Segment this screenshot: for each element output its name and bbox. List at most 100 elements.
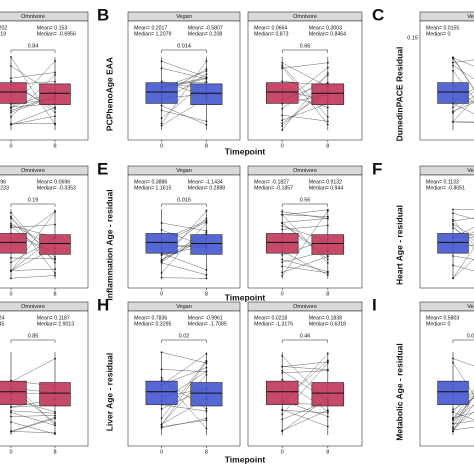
pair-line (452, 103, 474, 114)
p-value: 0.19 (28, 197, 39, 203)
pair-line (452, 121, 474, 123)
stat-median: Median= 1.1615 (134, 185, 171, 191)
p-value: 0.0037 (467, 333, 474, 339)
stat-median: Median= -1.7085 (188, 321, 227, 327)
x-tick-label: 0 (281, 291, 284, 297)
strip-label: Vegan (176, 14, 192, 20)
p-value: 0.46 (300, 333, 311, 339)
box (39, 382, 71, 407)
panel-letter: B (97, 5, 109, 24)
stat-mean: Mean= 0.1133 (426, 179, 459, 185)
stat-mean: Mean= 0.7836 (134, 315, 167, 321)
pair-line (10, 268, 56, 271)
strip (419, 301, 474, 312)
stat-median: Median= 0.3295 (134, 321, 171, 327)
stat-median: Median= 0.8464 (309, 31, 346, 37)
p-bracket (161, 203, 207, 207)
pair-line (282, 214, 328, 217)
pair-line (282, 62, 328, 69)
box (145, 233, 178, 254)
pair-line (282, 409, 328, 431)
p-bracket (10, 339, 56, 343)
pair-line (10, 415, 56, 417)
pair-line (282, 266, 328, 274)
box (311, 382, 345, 407)
pair-line (161, 353, 207, 386)
plot-area (247, 20, 363, 141)
box (437, 380, 469, 405)
pair-line (282, 218, 328, 223)
stat-median: Median= 0.873 (254, 31, 289, 37)
stat-median: Median= -0.8051 (426, 185, 465, 191)
box (145, 82, 178, 104)
pair-line (452, 98, 474, 122)
pair-line (282, 256, 328, 273)
x-axis-label: Timepoint (225, 292, 266, 302)
pair-line (452, 57, 474, 67)
pair-line (10, 410, 56, 414)
box (190, 83, 223, 105)
pair-line (282, 103, 328, 121)
p-bracket (281, 203, 329, 207)
stat-mean: Mean= 0.0218 (254, 315, 287, 321)
pair-line (452, 427, 474, 431)
pair-line (10, 224, 56, 228)
pair-line (282, 361, 328, 367)
pair-line (452, 219, 474, 246)
pair-line (10, 115, 56, 125)
x-tick-label: 8 (205, 291, 208, 297)
pair-line (452, 393, 474, 428)
pair-line (282, 65, 328, 118)
p-value: 0.014 (177, 43, 191, 49)
box (190, 234, 223, 255)
pair-line (10, 431, 56, 434)
plot-area (247, 174, 363, 289)
pair-line (161, 60, 207, 124)
stat-median: Median= -0.6956 (37, 31, 76, 37)
stat-median: Median= 2.9013 (37, 321, 74, 327)
strip-label: Omnivore (293, 304, 317, 310)
x-tick-label: 0 (281, 143, 284, 149)
pair-line (452, 259, 474, 279)
panel-letter: I (372, 295, 377, 314)
pair-line (452, 58, 474, 90)
pair-line (282, 251, 328, 276)
stat-median: Median= -1.3176 (254, 321, 293, 327)
pair-line (10, 216, 56, 274)
pair-line (161, 352, 207, 364)
stat-mean: = 0.0324 (0, 315, 4, 321)
pair-line (452, 227, 474, 241)
y-axis-label: Heart Age - residual (394, 205, 404, 285)
stat-median: Median= -0.3353 (37, 185, 76, 191)
pair-line (452, 70, 474, 99)
stat-mean: Mean= -0.5807 (188, 25, 223, 31)
box (0, 380, 27, 405)
pair-line (452, 213, 474, 220)
pair-line (10, 72, 56, 79)
x-tick-label: 0 (9, 449, 12, 455)
stat-mean: Mean= 0.9132 (309, 179, 342, 185)
stat-mean: Mean= 0.5803 (426, 315, 459, 321)
pair-line (282, 410, 328, 414)
stat-mean: Mean= 0.0664 (254, 25, 287, 31)
stat-mean: n= 0.0202 (0, 25, 7, 31)
stat-median: Median= 0 (426, 31, 450, 37)
stat-median: n= -2.5233 (0, 185, 9, 191)
pair-line (10, 275, 56, 279)
pair-line (161, 369, 207, 373)
x-tick-label: 8 (326, 449, 329, 455)
pair-line (161, 252, 207, 271)
pair-line (161, 277, 207, 279)
p-value: 0.56 (300, 197, 311, 203)
pair-line (282, 67, 328, 125)
y-axis-label: Metabolic Age - residual (394, 343, 404, 440)
pair-line (10, 257, 56, 260)
box (0, 82, 27, 104)
pair-line (452, 102, 474, 112)
pair-line (282, 362, 328, 415)
pair-line (161, 105, 207, 125)
pair-line (10, 421, 56, 435)
pair-line (10, 412, 56, 426)
box (265, 82, 299, 104)
